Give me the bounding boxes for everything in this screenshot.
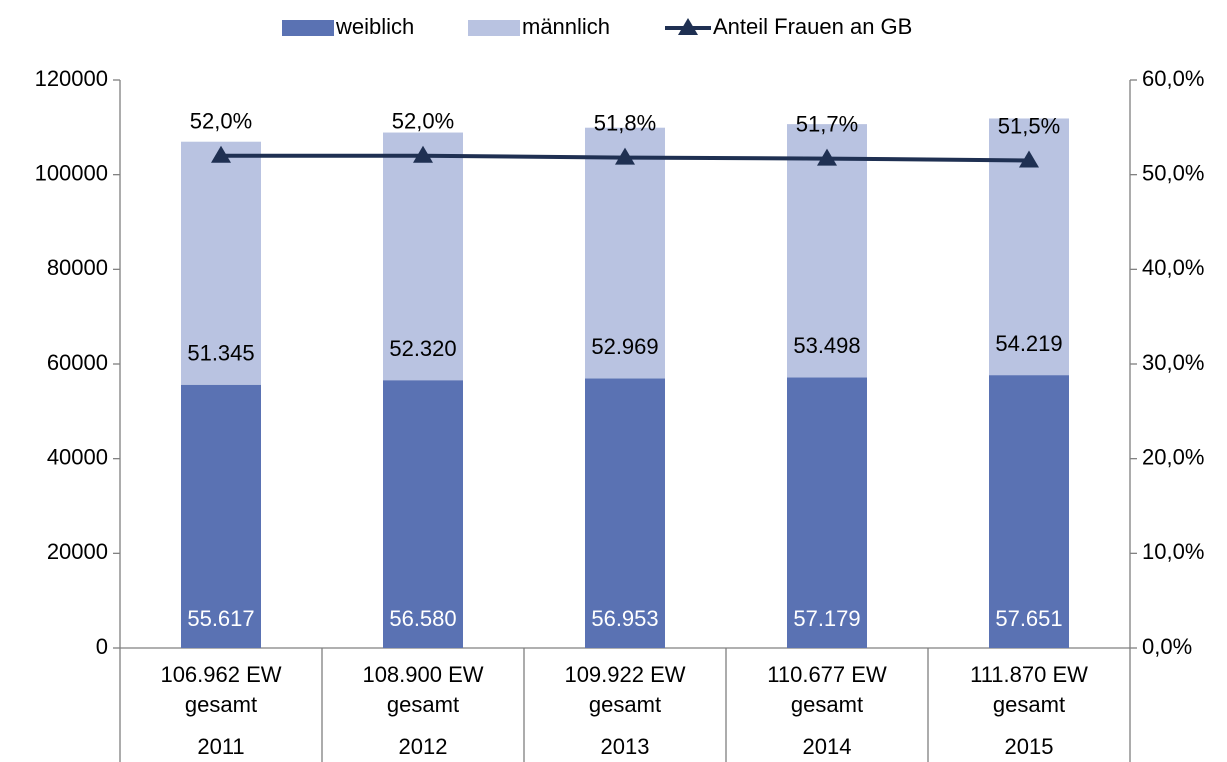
y2-tick-label: 0,0%	[1142, 634, 1192, 659]
y-tick-label: 20000	[47, 539, 108, 564]
y2-tick-label: 30,0%	[1142, 350, 1204, 375]
line-marker	[211, 145, 231, 163]
bar	[585, 378, 665, 648]
y-tick-label: 40000	[47, 444, 108, 469]
data-label: 57.651	[995, 606, 1062, 631]
bar	[585, 127, 665, 379]
data-label: 52.969	[591, 334, 658, 359]
y-tick-label: 100000	[35, 160, 108, 185]
x-tick-label: 108.900 EW gesamt	[362, 662, 483, 717]
y2-tick-label: 10,0%	[1142, 539, 1204, 564]
bar	[787, 124, 867, 378]
bar	[383, 132, 463, 381]
y-tick-label: 120000	[35, 66, 108, 91]
legend-label: männlich	[522, 14, 610, 39]
data-label: 54.219	[995, 331, 1062, 356]
y2-tick-label: 20,0%	[1142, 444, 1204, 469]
y-tick-label: 0	[96, 634, 108, 659]
x-group-label: 2011	[197, 734, 244, 759]
y2-tick-label: 40,0%	[1142, 255, 1204, 280]
legend-label: Anteil Frauen an GB	[713, 14, 912, 39]
y2-tick-label: 50,0%	[1142, 160, 1204, 185]
line-marker	[615, 147, 635, 165]
data-label: 52.320	[389, 336, 456, 361]
line-marker	[1019, 150, 1039, 168]
data-label: 55.617	[187, 606, 254, 631]
bar	[383, 380, 463, 648]
line-marker	[413, 145, 433, 163]
legend-swatch	[468, 20, 520, 36]
data-label: 52,0%	[190, 109, 252, 134]
legend-marker	[678, 18, 698, 35]
bar	[181, 384, 261, 648]
x-group-label: 2012	[399, 734, 448, 759]
x-group-label: 2013	[601, 734, 650, 759]
data-label: 57.179	[793, 606, 860, 631]
data-label: 51,7%	[796, 111, 858, 136]
data-label: 51,8%	[594, 110, 656, 135]
y2-tick-label: 60,0%	[1142, 66, 1204, 91]
x-group-label: 2014	[803, 734, 852, 759]
data-label: 53.498	[793, 333, 860, 358]
data-label: 56.580	[389, 606, 456, 631]
data-label: 52,0%	[392, 109, 454, 134]
x-tick-label: 109.922 EW gesamt	[564, 662, 685, 717]
legend-label: weiblich	[335, 14, 414, 39]
y-tick-label: 80000	[47, 255, 108, 280]
data-label: 51,5%	[998, 113, 1060, 138]
legend-swatch	[282, 20, 334, 36]
x-tick-label: 106.962 EW gesamt	[160, 662, 281, 717]
x-tick-label: 110.677 EW gesamt	[767, 662, 887, 717]
bar	[787, 377, 867, 648]
x-tick-label: 111.870 EW gesamt	[970, 662, 1088, 717]
bar	[181, 141, 261, 385]
data-label: 51.345	[187, 341, 254, 366]
y-tick-label: 60000	[47, 350, 108, 375]
x-group-label: 2015	[1005, 734, 1054, 759]
data-label: 56.953	[591, 606, 658, 631]
line-marker	[817, 148, 837, 166]
bar	[989, 375, 1069, 648]
